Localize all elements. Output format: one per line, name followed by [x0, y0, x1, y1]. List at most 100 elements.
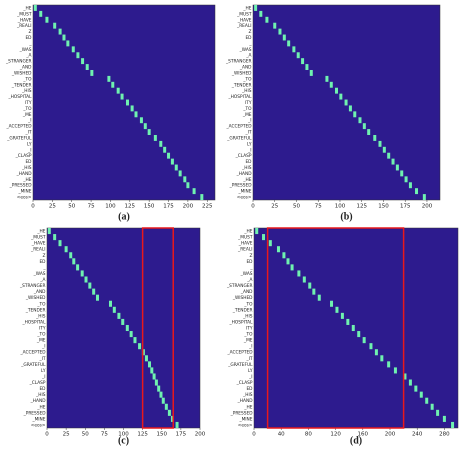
attention-peak [121, 318, 125, 325]
attention-peak [403, 373, 407, 380]
x-tick-label: 175 [163, 204, 174, 210]
attention-peak [143, 123, 147, 130]
highlight-box [141, 227, 174, 429]
y-tick-label: _ME [22, 112, 32, 118]
attention-peak [153, 135, 157, 141]
attention-peak [81, 58, 85, 65]
y-tick-label: _ME [243, 338, 253, 344]
y-tick-label: LY [247, 141, 252, 147]
x-tick-label: 280 [439, 432, 450, 438]
y-tick-label: _HE [36, 229, 45, 235]
attention-peak [309, 70, 313, 76]
y-tick-label: <eos> [238, 422, 253, 428]
attention-peak [159, 391, 163, 398]
attention-peak [147, 129, 151, 135]
y-tick-label: ITY [245, 100, 252, 106]
y-tick-label: _HE [36, 404, 45, 410]
x-tick-label: 125 [125, 204, 136, 210]
attention-peak [329, 81, 333, 88]
attention-peak [150, 367, 154, 374]
y-tick-label: _MINE [31, 416, 45, 422]
attention-peak [340, 312, 344, 319]
attention-peak [186, 182, 190, 189]
attention-peak [45, 16, 49, 23]
y-tick-label: _HE [242, 5, 251, 11]
attention-peak [344, 99, 348, 106]
attention-peak [387, 361, 391, 368]
y-tick-label: _HAND [16, 171, 33, 177]
attention-peak [312, 288, 316, 295]
attention-peak [395, 164, 399, 171]
y-tick-label: _TENDER [11, 82, 32, 88]
attention-peak [419, 391, 423, 398]
attention-peak [387, 152, 391, 159]
attention-peak [58, 28, 62, 35]
y-tick-label: _HOSPITAL [229, 319, 254, 325]
attention-peak [53, 22, 57, 29]
attention-peak [39, 10, 43, 17]
attention-peak [408, 379, 412, 386]
attention-peak [170, 415, 174, 422]
y-tick-label: _WISHED [25, 295, 46, 301]
y-tick-label: ED [245, 159, 252, 165]
y-tick-label: _ME [36, 338, 46, 344]
y-tick-label: _HOSPITAL [228, 94, 253, 100]
attention-peak [353, 111, 357, 118]
y-tick-label: _HIS [242, 392, 253, 398]
attention-peak [53, 234, 57, 241]
attention-peak [259, 10, 263, 17]
attention-peak [393, 367, 397, 374]
y-tick-label: _CLASP [236, 380, 253, 386]
x-tick-label: 100 [105, 204, 116, 210]
y-tick-label: _HIS [21, 88, 32, 94]
x-tick-label: 25 [63, 432, 70, 438]
y-tick-label: _I [247, 147, 251, 153]
attention-peak [107, 75, 111, 82]
x-tick-label: 200 [183, 204, 194, 210]
attention-peak [254, 5, 258, 11]
y-tick-label: <eos> [237, 195, 252, 201]
x-tick-label: 25 [271, 204, 278, 210]
attention-peak [125, 324, 129, 332]
attention-peak [161, 397, 165, 404]
y-tick-label: _HOSPITAL [8, 94, 33, 100]
attention-peak [282, 252, 286, 259]
y-tick-label: _ME [242, 112, 252, 118]
attention-peak [183, 176, 187, 183]
x-tick-label: 100 [335, 204, 346, 210]
y-tick-label: _I [248, 344, 252, 350]
caption: (d) [350, 435, 362, 446]
x-tick-label: 50 [293, 204, 300, 210]
y-tick-label: _ACCEPTED [20, 350, 47, 356]
y-tick-label: _HIS [21, 165, 32, 171]
y-tick-label: _ACCEPTED [226, 124, 253, 130]
y-tick-label: _IT [38, 356, 45, 362]
y-tick-label: _AND [240, 289, 253, 295]
caption: (c) [118, 435, 129, 446]
attention-peak [297, 270, 301, 277]
y-tick-label: _HE [22, 5, 31, 11]
x-tick-label: 75 [315, 204, 322, 210]
y-tick-label: _ACCEPTED [6, 124, 33, 130]
y-tick-label: _WISHED [232, 295, 253, 301]
attention-peak [141, 349, 145, 356]
y-tick-label: _TO [243, 301, 253, 307]
attention-peak [92, 288, 96, 295]
attention-peak [346, 318, 350, 325]
y-tick-label: _TO [242, 106, 252, 112]
y-tick-label: _HAND [237, 398, 254, 404]
attention-peak [64, 246, 68, 253]
attention-peak [255, 228, 259, 235]
attention-peak [286, 258, 290, 265]
y-tick-label: _I [27, 118, 31, 124]
y-tick-label: _STRANGER [19, 283, 46, 289]
x-tick-label: 160 [358, 432, 369, 438]
y-tick-label: _GRATEFUL [227, 362, 253, 368]
attention-peak [357, 331, 361, 338]
attention-peak [111, 81, 115, 88]
x-tick-label: 200 [385, 432, 396, 438]
attention-peak [265, 16, 269, 23]
y-tick-label: LY [27, 141, 32, 147]
attention-peak [130, 105, 134, 112]
attention-peak [369, 343, 373, 350]
